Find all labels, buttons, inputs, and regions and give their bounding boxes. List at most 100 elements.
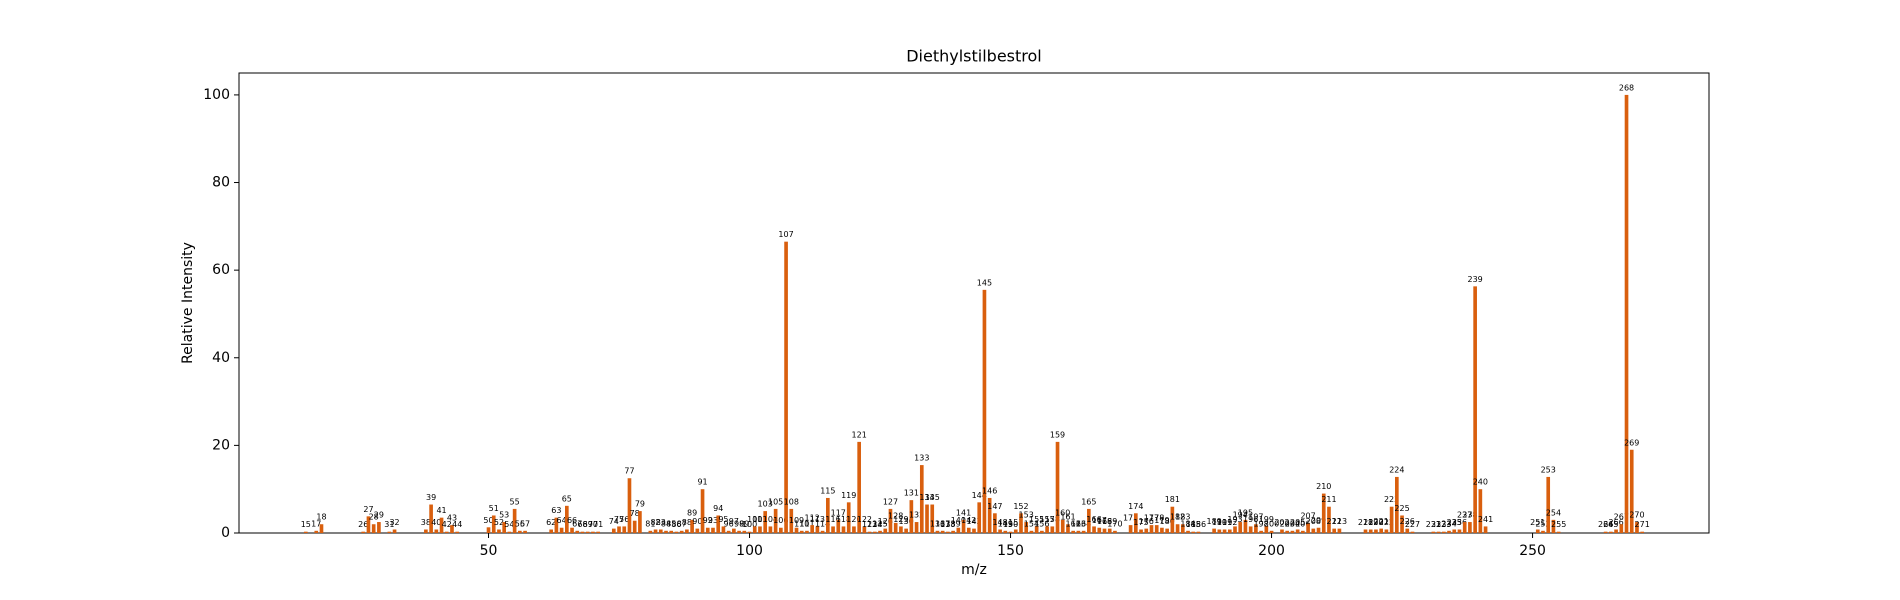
bar (1217, 529, 1222, 533)
bar-label: 206 (1295, 519, 1310, 528)
bar-label: 227 (1405, 520, 1420, 529)
bar (1154, 525, 1159, 533)
bar (935, 530, 940, 533)
bar (319, 524, 324, 533)
bar (1400, 515, 1404, 533)
bar (705, 527, 710, 533)
bar-label: 158 (1045, 515, 1060, 524)
bar (491, 515, 496, 533)
bar-label: 93 (708, 516, 718, 525)
bar (455, 531, 460, 533)
bar (1029, 530, 1034, 533)
bar-label: 193 (1227, 515, 1242, 524)
x-tick-label: 50 (480, 543, 498, 559)
bar (846, 502, 851, 533)
bar (1379, 528, 1384, 533)
bar (1128, 525, 1133, 533)
bar-label: 131 (904, 489, 919, 498)
bar (987, 497, 992, 533)
bar-label: 155 (1029, 515, 1044, 524)
bar (1546, 476, 1551, 533)
bar-label: 88 (682, 518, 692, 527)
bar (424, 529, 428, 533)
bar (580, 531, 585, 533)
bar (1175, 524, 1180, 533)
bar (439, 517, 444, 533)
bar (742, 530, 747, 533)
bar (1635, 522, 1639, 533)
bar-label: 79 (635, 500, 645, 509)
bar (1447, 530, 1451, 533)
bar-label: 251 (1530, 518, 1545, 527)
bar (836, 519, 841, 533)
bar-label: 224 (1389, 465, 1404, 474)
bar-label: 91 (697, 478, 707, 487)
bar-label: 151 (1008, 518, 1023, 527)
bar-label: 78 (630, 509, 640, 518)
bar (862, 526, 867, 533)
bar-label: 44 (452, 520, 462, 529)
bar (1243, 519, 1248, 533)
bar (820, 530, 825, 533)
bar (1019, 513, 1023, 533)
bar-label: 66 (567, 516, 577, 525)
bar-label: 271 (1635, 520, 1650, 529)
bar (1003, 530, 1008, 533)
bar (1405, 528, 1410, 533)
bar (1160, 527, 1164, 533)
bar (1535, 529, 1540, 533)
bar-label: 86 (671, 520, 681, 529)
bar (611, 528, 616, 533)
bar (1478, 489, 1483, 533)
bar-label: 54 (504, 520, 514, 529)
bar-label: 269 (1624, 438, 1639, 447)
bar-label: 114 (815, 519, 830, 528)
bar (758, 526, 762, 533)
bar (930, 504, 935, 533)
bar (549, 529, 553, 533)
x-axis-label: m/z (961, 562, 987, 578)
bar-label: 50 (483, 516, 493, 525)
bar-label: 225 (1394, 504, 1409, 513)
bar-label: 28 (369, 513, 379, 522)
bar (1301, 530, 1305, 533)
bar (977, 502, 982, 533)
bar (1384, 529, 1389, 533)
bar (794, 527, 799, 533)
bar (972, 528, 976, 533)
bar (919, 465, 924, 533)
bar-label: 137 (935, 519, 950, 528)
bar-label: 98 (734, 519, 744, 528)
bar (1468, 522, 1472, 533)
bar-label: 82 (650, 518, 660, 527)
bar (1462, 522, 1467, 533)
bar-label: 77 (624, 467, 634, 476)
bar-label: 64 (557, 516, 567, 525)
bar (1254, 524, 1258, 533)
bar-label: 194 (1233, 511, 1248, 520)
bar-label: 218 (1358, 518, 1373, 527)
bar (627, 478, 632, 533)
bar (523, 530, 527, 533)
bar-label: 236 (1452, 518, 1467, 527)
bar-label: 115 (820, 486, 835, 495)
bar-label: 129 (893, 515, 908, 524)
bar (1045, 526, 1049, 533)
bar (1629, 449, 1634, 533)
bar-label: 100 (742, 520, 757, 529)
bar-label: 207 (1300, 511, 1315, 520)
bar (747, 531, 752, 533)
bar (1076, 530, 1081, 533)
bar-label: 203 (1280, 519, 1295, 528)
bar-label: 270 (1629, 511, 1644, 520)
bar (909, 500, 914, 533)
bar (1603, 531, 1608, 533)
bar-label: 179 (1154, 516, 1169, 525)
bar (377, 522, 381, 533)
bar (1311, 528, 1316, 533)
bar-label: 102 (752, 515, 767, 524)
bar-label: 97 (729, 517, 739, 526)
bar (1233, 526, 1237, 533)
bar-label: 184 (1180, 519, 1195, 528)
